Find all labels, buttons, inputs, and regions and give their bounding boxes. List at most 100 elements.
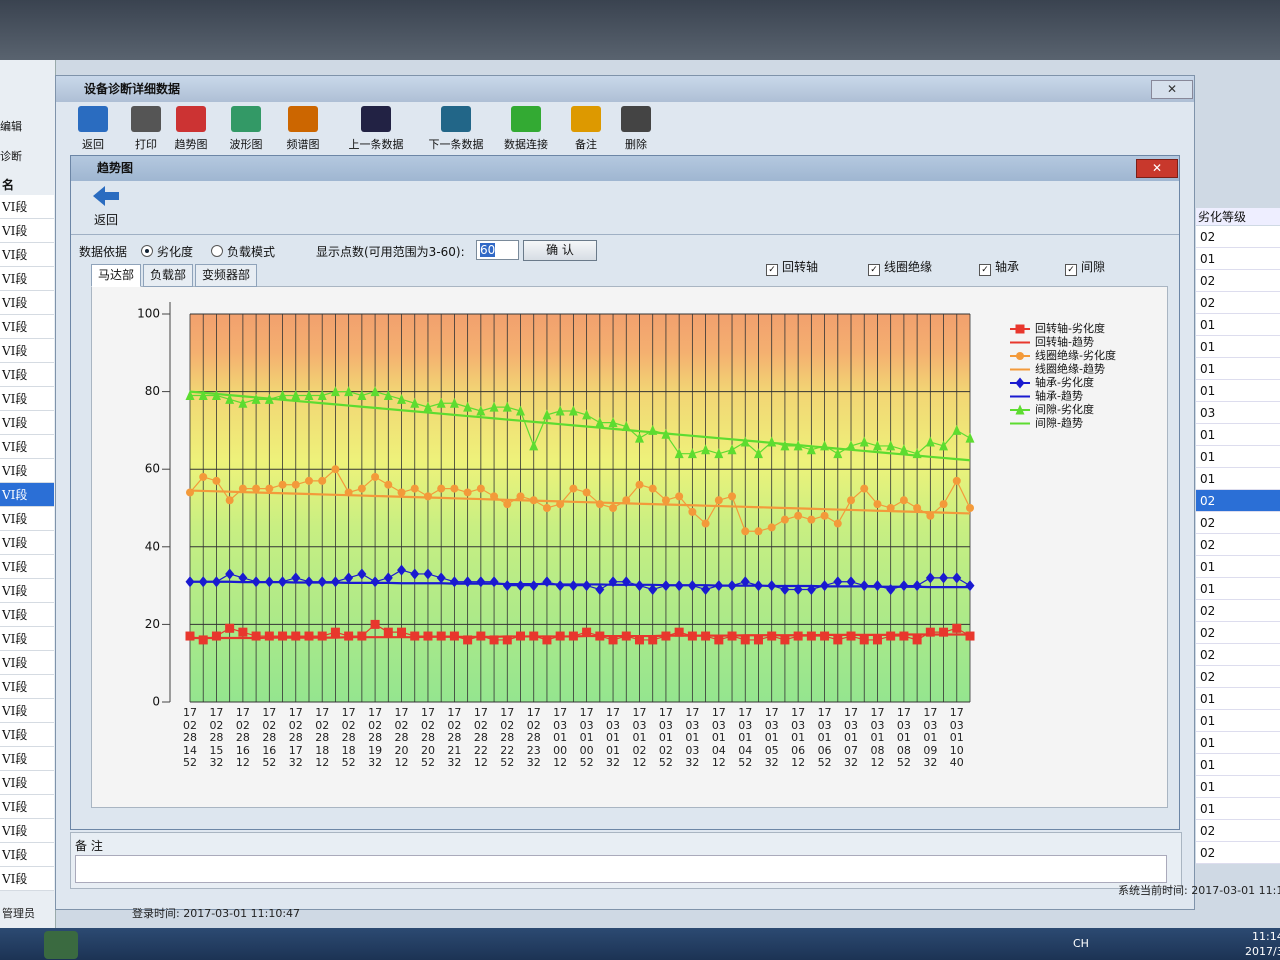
marker xyxy=(568,405,578,416)
mode-radio[interactable]: 劣化度 xyxy=(141,243,193,260)
list-row[interactable]: VI段 xyxy=(0,867,54,891)
toolbar-button[interactable]: 备注 xyxy=(561,104,611,160)
taskbar-app[interactable] xyxy=(44,931,78,959)
list-row[interactable]: VI段 xyxy=(0,531,54,555)
marker xyxy=(278,480,287,489)
checkbox[interactable]: ✓ xyxy=(868,264,880,276)
grade-cell: 02 xyxy=(1196,820,1280,842)
back-label: 返回 xyxy=(93,213,118,227)
list-row[interactable]: VI段 xyxy=(0,627,54,651)
list-row[interactable]: VI段 xyxy=(0,267,54,291)
tab[interactable]: 变频器部 xyxy=(195,264,258,287)
ime[interactable]: CH xyxy=(1073,937,1089,950)
marker xyxy=(225,496,234,505)
list-row[interactable]: VI段 xyxy=(0,435,54,459)
toolbar-button[interactable]: 波形图 xyxy=(221,104,271,160)
marker xyxy=(199,472,208,481)
list-row[interactable]: VI段 xyxy=(0,411,54,435)
separator xyxy=(71,234,1179,235)
checkbox[interactable]: ✓ xyxy=(1065,264,1077,276)
marker xyxy=(939,572,949,584)
list-row[interactable]: VI段 xyxy=(0,843,54,867)
marker xyxy=(264,631,274,641)
list-row[interactable]: VI段 xyxy=(0,771,54,795)
series-check[interactable]: ✓ 线圈绝缘 xyxy=(868,258,932,276)
marker xyxy=(740,635,750,645)
toolbar-button[interactable]: 返回 xyxy=(68,104,118,160)
grade-cell: 01 xyxy=(1196,380,1280,402)
list-row[interactable]: VI段 xyxy=(0,555,54,579)
list-row[interactable]: VI段 xyxy=(0,219,54,243)
side-button[interactable]: 编辑 xyxy=(0,120,22,133)
list-row[interactable]: VI段 xyxy=(0,339,54,363)
list-row[interactable]: VI段 xyxy=(0,723,54,747)
series-check[interactable]: ✓ 轴承 xyxy=(979,258,1019,276)
marker xyxy=(806,583,816,595)
tab[interactable]: 马达部 xyxy=(91,264,142,287)
radio[interactable] xyxy=(141,245,153,257)
list-row[interactable]: VI段 xyxy=(0,699,54,723)
series-check[interactable]: ✓ 间隙 xyxy=(1065,258,1105,276)
list-row[interactable]: VI段 xyxy=(0,363,54,387)
list-row[interactable]: VI段 xyxy=(0,315,54,339)
list-row[interactable]: VI段 xyxy=(0,795,54,819)
remark-input[interactable] xyxy=(75,855,1167,883)
marker xyxy=(450,484,459,493)
marker xyxy=(516,492,525,501)
marker xyxy=(185,389,195,400)
confirm-button[interactable]: 确 认 xyxy=(523,240,597,261)
mode-radio[interactable]: 负载模式 xyxy=(211,243,275,260)
x-tick-label: 17 03 01 02 12 xyxy=(632,706,647,769)
toolbar-icon xyxy=(288,106,318,132)
list-row[interactable]: VI段 xyxy=(0,651,54,675)
toolbar-button[interactable]: 打印 xyxy=(121,104,171,160)
tab[interactable]: 负载部 xyxy=(143,264,194,287)
grade-cell: 01 xyxy=(1196,776,1280,798)
close-button[interactable]: ✕ xyxy=(1136,159,1178,178)
close-button[interactable]: ✕ xyxy=(1151,80,1193,99)
x-tick-label: 17 03 01 07 32 xyxy=(844,706,859,769)
toolbar-button[interactable]: 数据连接 xyxy=(501,104,551,160)
checkbox[interactable]: ✓ xyxy=(979,264,991,276)
list-row[interactable]: VI段 xyxy=(0,747,54,771)
toolbar-button[interactable]: 趋势图 xyxy=(166,104,216,160)
marker xyxy=(846,440,856,451)
toolbar-label: 下一条数据 xyxy=(428,138,484,151)
toolbar-button[interactable]: 上一条数据 xyxy=(341,104,411,160)
list-row[interactable]: VI段 xyxy=(0,387,54,411)
list-row[interactable]: VI段 xyxy=(0,507,54,531)
toolbar-label: 备注 xyxy=(575,138,597,151)
list-row[interactable]: VI段 xyxy=(0,291,54,315)
back-button[interactable]: 返回 xyxy=(81,184,131,230)
toolbar-button[interactable]: 下一条数据 xyxy=(421,104,491,160)
current-time: 系统当前时间: 2017-03-01 11:1 xyxy=(1118,884,1280,897)
legend-label: 回转轴-趋势 xyxy=(1035,335,1094,349)
marker xyxy=(542,504,551,512)
list-row[interactable]: VI段 xyxy=(0,579,54,603)
marker xyxy=(410,568,420,580)
points-label: 显示点数(可用范围为3-60): xyxy=(316,245,465,259)
grade-cell: 03 xyxy=(1196,402,1280,424)
marker xyxy=(965,631,975,641)
series-check[interactable]: ✓ 回转轴 xyxy=(766,258,818,276)
toolbar-label: 波形图 xyxy=(229,138,263,151)
marker xyxy=(846,576,856,588)
list-row[interactable]: VI段 xyxy=(0,819,54,843)
mode-label: 负载模式 xyxy=(227,245,276,259)
radio[interactable] xyxy=(211,245,223,257)
list-row[interactable]: VI段 xyxy=(0,243,54,267)
list-row[interactable]: VI段 xyxy=(0,459,54,483)
checkbox[interactable]: ✓ xyxy=(766,264,778,276)
marker xyxy=(899,631,909,641)
login-time: 登录时间: 2017-03-01 11:10:47 xyxy=(132,907,301,920)
list-row[interactable]: VI段 xyxy=(0,603,54,627)
side-button[interactable]: 诊断 xyxy=(0,150,22,163)
toolbar-button[interactable]: 删除 xyxy=(611,104,661,160)
toolbar-button[interactable]: 频谱图 xyxy=(278,104,328,160)
list-row[interactable]: VI段 xyxy=(0,483,54,507)
list-row[interactable]: VI段 xyxy=(0,675,54,699)
list-row[interactable]: VI段 xyxy=(0,195,54,219)
marker xyxy=(568,580,578,592)
x-tick-label: 17 02 28 23 32 xyxy=(526,706,541,769)
points-input[interactable]: 60 xyxy=(476,240,519,260)
